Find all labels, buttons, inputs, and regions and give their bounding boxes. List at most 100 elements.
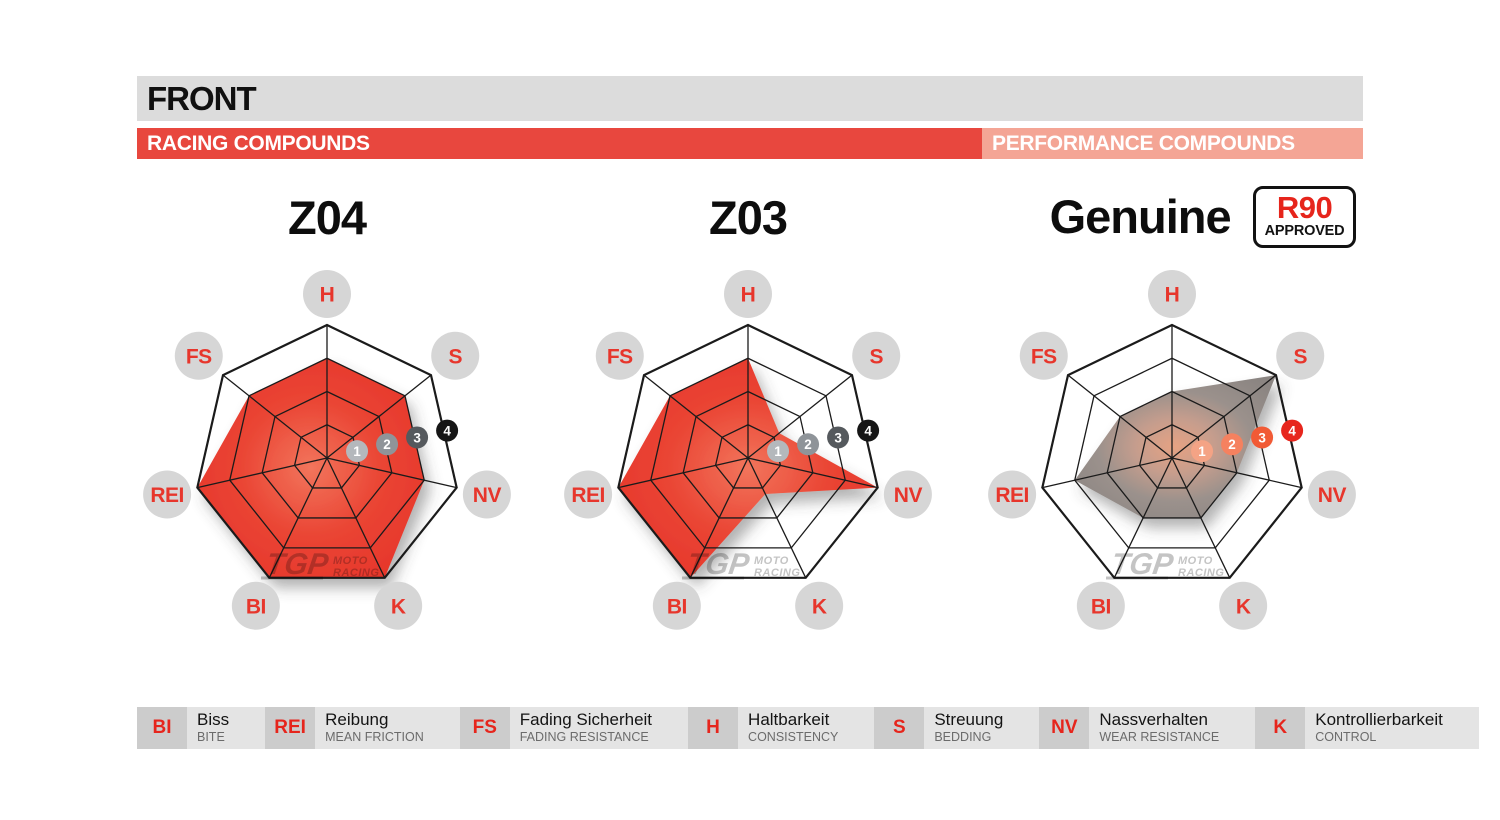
scale-marker-label-3: 3: [834, 430, 842, 445]
axis-label-circle-nv: [462, 470, 511, 519]
legend-item-nv: NV Nassverhalten WEAR RESISTANCE: [1039, 707, 1256, 749]
scale-marker-label-3: 3: [413, 430, 421, 445]
axis-label-s: S: [1293, 345, 1307, 368]
radar-grid-ring-4: [196, 323, 458, 579]
legend-term-english: BEDDING: [934, 730, 992, 745]
watermark-moto-text: MOTO: [1178, 555, 1213, 567]
page-title: FRONT: [147, 79, 257, 117]
chart-title-genuine: Genuine: [1049, 190, 1232, 244]
axis-label-circle-rei: [564, 470, 613, 519]
tgp-logo-text: TGP: [685, 548, 752, 581]
scale-marker-4: [857, 419, 880, 442]
radar-axis-line-rei: [197, 457, 328, 489]
chart-title-genuine-row: Genuine R90 APPROVED: [993, 186, 1413, 248]
legend-terms: Haltbarkeit CONSISTENCY: [738, 707, 875, 749]
racing-compounds-band: RACING COMPOUNDS: [137, 128, 982, 159]
scale-marker-1: [346, 440, 369, 463]
watermark-moto-text: MOTO: [333, 555, 368, 567]
radar-grid-ring-4: [1041, 323, 1303, 579]
watermark-moto-text: MOTO: [754, 555, 789, 567]
radar-axis-line-fs: [643, 374, 749, 459]
watermark-racing-text: RACING: [1178, 567, 1224, 579]
radar-axis-line-k: [1171, 457, 1231, 579]
r90-approved-badge: R90 APPROVED: [1252, 186, 1357, 248]
legend-term-german: Streuung: [934, 710, 1004, 729]
chart-title-z04: Z04: [288, 191, 367, 244]
scale-marker-label-4: 4: [1288, 423, 1296, 438]
scale-marker-3: [1251, 426, 1274, 449]
scale-marker-label-3: 3: [1258, 430, 1266, 445]
tgp-logo-text: TGP: [264, 548, 331, 581]
axis-label-circle-nv: [1307, 470, 1356, 519]
legend-term-german: Biss: [197, 710, 230, 729]
axis-label-circle-bi: [1076, 581, 1125, 630]
axis-label-circle-fs: [595, 331, 644, 380]
axis-label-bi: BI: [1091, 595, 1111, 618]
axis-label-h: H: [741, 284, 756, 307]
axis-label-circle-k: [795, 581, 844, 630]
radar-axis-line-s: [326, 374, 432, 459]
racing-compounds-label: RACING COMPOUNDS: [147, 131, 370, 155]
legend-terms: Fading Sicherheit FADING RESISTANCE: [509, 707, 689, 749]
radar-grid-ring-3: [650, 357, 846, 549]
performance-compounds-band: PERFORMANCE COMPOUNDS: [982, 128, 1363, 159]
watermark-racing-text: RACING: [754, 567, 800, 579]
scale-marker-label-1: 1: [353, 444, 361, 459]
scale-marker-4: [1281, 419, 1304, 442]
radar-value-area: [618, 358, 878, 578]
radar-axis-line-k: [326, 457, 386, 579]
scale-marker-3: [406, 426, 429, 449]
r90-badge-line1: R90: [1276, 190, 1333, 225]
legend-terms: Streuung BEDDING: [924, 707, 1040, 749]
r90-badge-line2: APPROVED: [1264, 223, 1345, 239]
legend-abbr: H: [688, 707, 739, 749]
legend-term-german: Fading Sicherheit: [519, 710, 653, 729]
radar-axis-line-nv: [326, 457, 457, 489]
axis-label-circle-nv: [883, 470, 932, 519]
radar-grid-ring-3: [1074, 357, 1270, 549]
legend-item-bi: BI Biss BITE: [137, 707, 266, 749]
radar-axis-line-s: [747, 374, 853, 459]
scale-marker-label-2: 2: [383, 437, 391, 452]
radar-axis-line-rei: [618, 457, 749, 489]
scale-marker-label-1: 1: [774, 444, 782, 459]
legend-item-fs: FS Fading Sicherheit FADING RESISTANCE: [459, 707, 689, 749]
axis-label-circle-fs: [174, 331, 223, 380]
axis-label-rei: REI: [571, 484, 605, 507]
legend-item-h: H Haltbarkeit CONSISTENCY: [688, 707, 875, 749]
axis-label-h: H: [1165, 284, 1180, 307]
radar-axis-line-bi: [689, 457, 749, 579]
legend-term-english: BITE: [197, 730, 225, 745]
scale-marker-1: [1191, 440, 1214, 463]
axis-label-nv: NV: [1318, 484, 1347, 507]
legend-term-german: Reibung: [325, 710, 389, 729]
abbreviation-legend: BI Biss BITE REI Reibung MEAN FRICTION FS Fadin…: [137, 707, 1479, 749]
legend-term-english: FADING RESISTANCE: [519, 730, 649, 745]
axis-label-circle-fs: [1019, 331, 1068, 380]
scale-marker-4: [436, 419, 459, 442]
radar-axis-line-fs: [1067, 374, 1173, 459]
axis-label-circle-bi: [231, 581, 280, 630]
scale-marker-2: [797, 433, 820, 456]
scale-marker-label-2: 2: [1228, 437, 1236, 452]
legend-abbr: REI: [265, 707, 316, 749]
front-header-bar: FRONT: [137, 76, 1363, 121]
scale-marker-label-4: 4: [443, 423, 451, 438]
axis-label-h: H: [320, 284, 335, 307]
radar-value-area: [1074, 375, 1276, 518]
scale-marker-label-2: 2: [804, 437, 812, 452]
axis-label-circle-rei: [988, 470, 1037, 519]
axis-label-s: S: [448, 345, 462, 368]
radar-grid-ring-2: [682, 390, 814, 519]
legend-abbr: NV: [1039, 707, 1090, 749]
legend-item-s: S Streuung BEDDING: [874, 707, 1040, 749]
radar-value-area: [197, 358, 425, 578]
legend-term-english: WEAR RESISTANCE: [1099, 730, 1220, 745]
tgp-logo-text: TGP: [1109, 548, 1176, 581]
